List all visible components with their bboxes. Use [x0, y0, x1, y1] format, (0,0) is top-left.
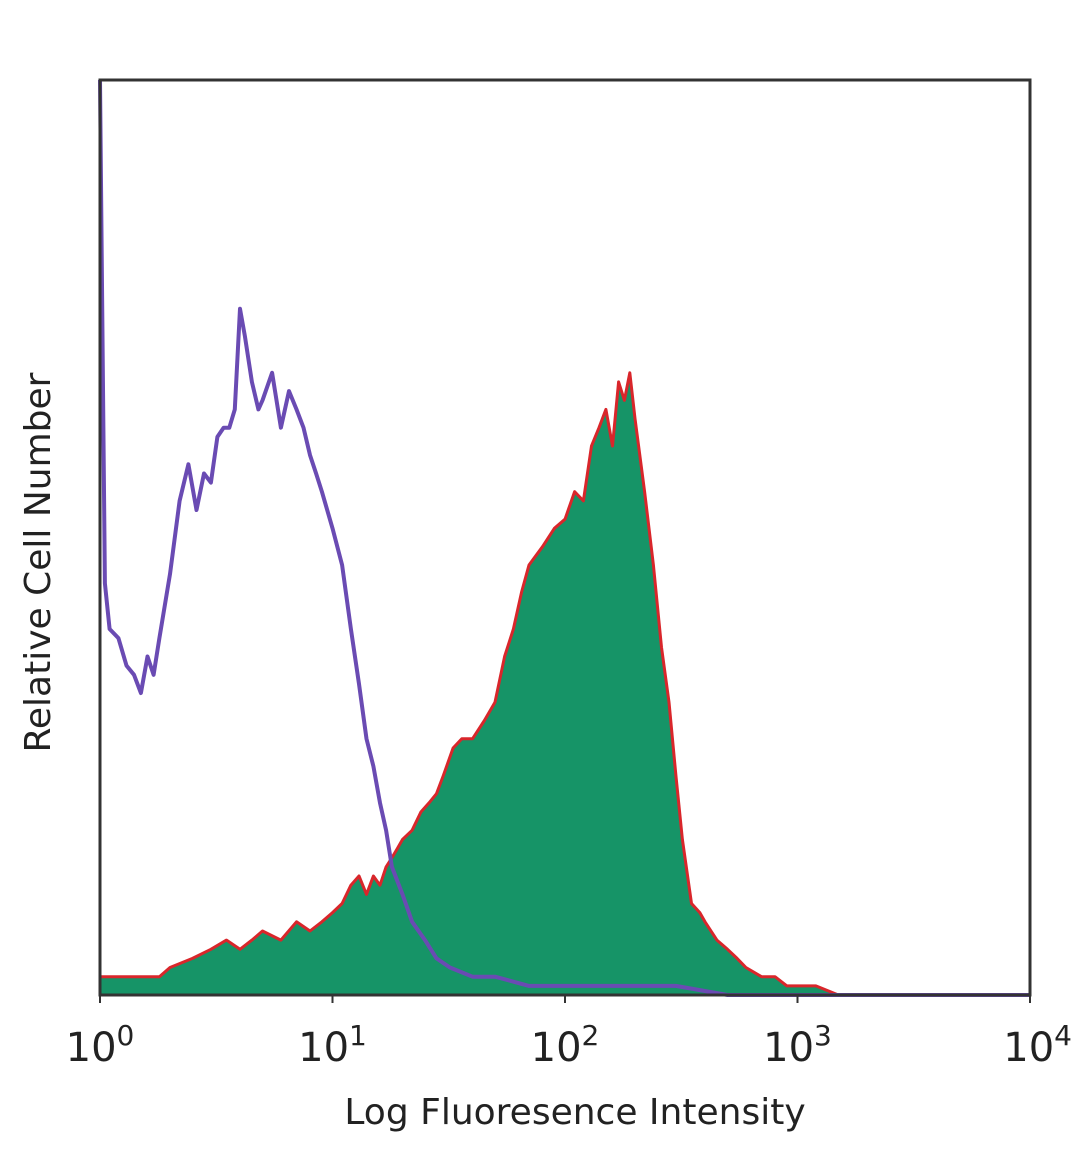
x-axis-title: Log Fluoresence Intensity	[344, 1092, 805, 1133]
y-axis-title: Relative Cell Number	[18, 372, 59, 752]
series-0-edge	[100, 371, 1030, 997]
x-tick-label: 101	[298, 1019, 367, 1071]
x-tick-labels: 100 101 102 103 104	[66, 995, 1072, 1071]
x-tick-base: 10	[1003, 1025, 1054, 1071]
x-tick-exponent: 4	[1054, 1019, 1072, 1052]
x-tick-exponent: 3	[814, 1019, 832, 1052]
series-layer	[98, 79, 1030, 997]
x-tick-label: 102	[531, 1019, 600, 1071]
x-tick-label: 100	[66, 1019, 135, 1071]
series-0-area	[100, 372, 1030, 995]
x-tick-base: 10	[298, 1025, 349, 1071]
x-tick-base: 10	[763, 1025, 814, 1071]
x-tick-exponent: 2	[582, 1019, 600, 1052]
x-tick-base: 10	[531, 1025, 582, 1071]
x-tick-exponent: 0	[117, 1019, 135, 1052]
series-1-line	[98, 79, 1030, 997]
x-tick-exponent: 1	[349, 1019, 367, 1052]
x-tick-base: 10	[66, 1025, 117, 1071]
x-tick-label: 104	[1003, 1019, 1072, 1071]
x-tick-label: 103	[763, 1019, 832, 1071]
